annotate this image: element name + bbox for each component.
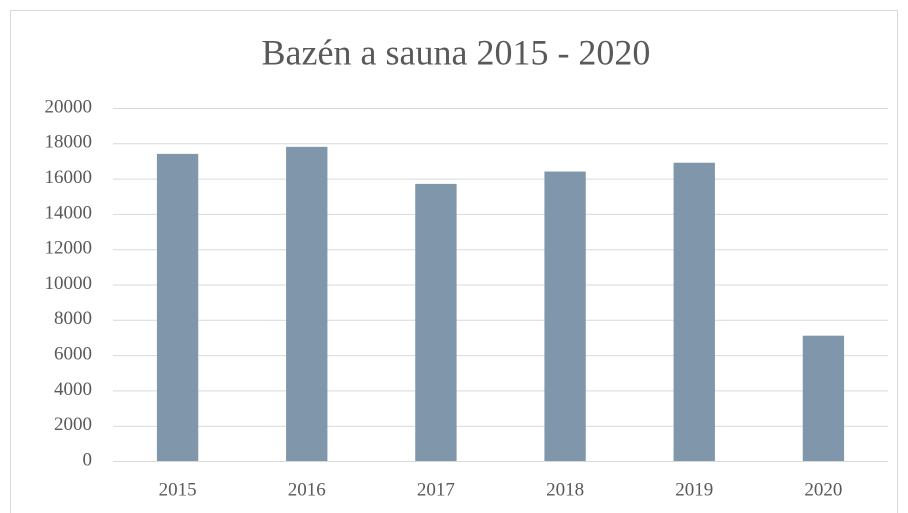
y-tick-label: 6000 bbox=[54, 343, 92, 364]
y-tick-label: 8000 bbox=[54, 308, 92, 329]
chart-title: Bazén a sauna 2015 - 2020 bbox=[262, 32, 651, 72]
y-tick-label: 2000 bbox=[54, 414, 92, 435]
bar bbox=[673, 162, 715, 461]
y-tick-label: 14000 bbox=[45, 202, 93, 223]
x-tick-label: 2018 bbox=[546, 479, 584, 500]
x-tick-label: 2016 bbox=[288, 479, 326, 500]
y-tick-label: 20000 bbox=[45, 96, 93, 117]
y-tick-label: 16000 bbox=[45, 167, 93, 188]
y-tick-label: 4000 bbox=[54, 379, 92, 400]
y-tick-label: 10000 bbox=[45, 273, 93, 294]
y-tick-label: 0 bbox=[83, 449, 93, 470]
bar bbox=[415, 183, 457, 461]
bar bbox=[802, 335, 845, 461]
bar bbox=[156, 153, 199, 461]
y-tick-label: 18000 bbox=[45, 132, 93, 153]
x-tick-label: 2019 bbox=[675, 479, 713, 500]
x-tick-label: 2017 bbox=[417, 479, 455, 500]
bar bbox=[544, 171, 586, 462]
y-tick-label: 12000 bbox=[45, 238, 93, 259]
bar bbox=[286, 146, 328, 461]
x-tick-label: 2020 bbox=[804, 479, 842, 500]
x-tick-label: 2015 bbox=[159, 479, 197, 500]
